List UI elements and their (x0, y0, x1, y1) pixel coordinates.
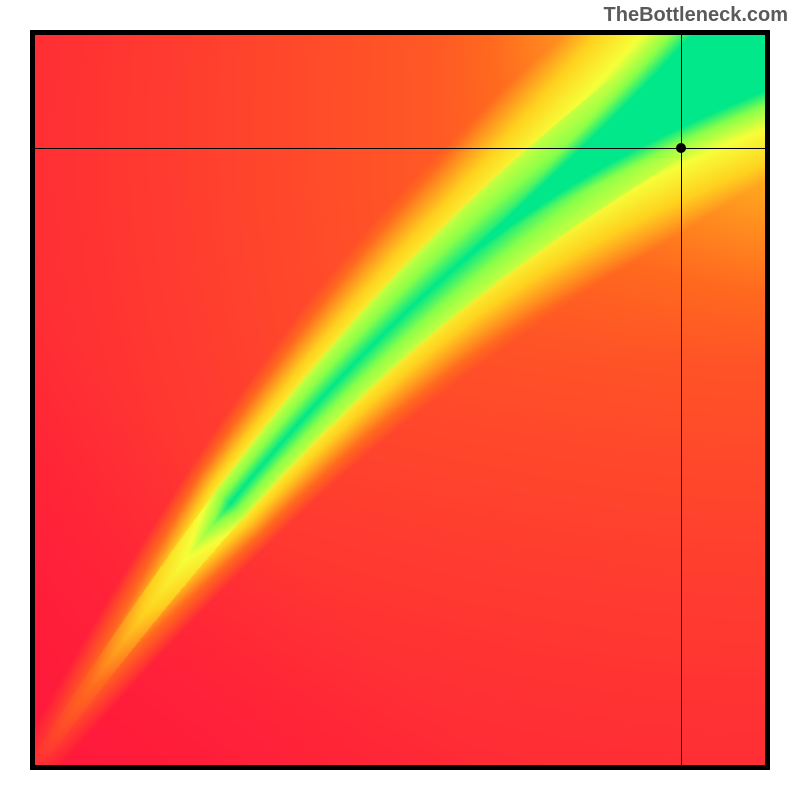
crosshair-horizontal (35, 148, 765, 149)
chart-frame (30, 30, 770, 770)
bottleneck-heatmap-canvas (35, 35, 765, 765)
crosshair-marker (676, 143, 686, 153)
watermark-text: TheBottleneck.com (604, 4, 788, 27)
